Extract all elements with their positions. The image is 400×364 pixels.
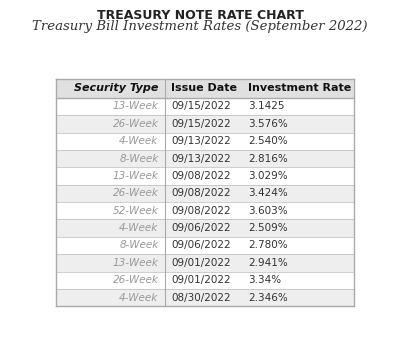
Text: 09/01/2022: 09/01/2022 xyxy=(171,275,230,285)
Text: 4-Week: 4-Week xyxy=(119,223,158,233)
Text: 2.780%: 2.780% xyxy=(248,241,288,250)
Text: 09/01/2022: 09/01/2022 xyxy=(171,258,230,268)
Text: 09/08/2022: 09/08/2022 xyxy=(171,171,230,181)
Text: 8-Week: 8-Week xyxy=(119,154,158,163)
Text: 8-Week: 8-Week xyxy=(119,241,158,250)
Text: 2.540%: 2.540% xyxy=(248,136,288,146)
Text: 13-Week: 13-Week xyxy=(113,102,158,111)
Text: 2.816%: 2.816% xyxy=(248,154,288,163)
Text: 4-Week: 4-Week xyxy=(119,136,158,146)
Bar xyxy=(56,150,354,167)
Bar xyxy=(56,219,354,237)
Text: TREASURY NOTE RATE CHART: TREASURY NOTE RATE CHART xyxy=(96,9,304,22)
Text: 09/13/2022: 09/13/2022 xyxy=(171,154,231,163)
Bar xyxy=(56,289,354,306)
Bar xyxy=(56,185,354,202)
Bar xyxy=(56,202,354,219)
Text: 09/15/2022: 09/15/2022 xyxy=(171,119,231,129)
Text: Security Type: Security Type xyxy=(74,83,158,93)
Text: 3.603%: 3.603% xyxy=(248,206,288,216)
Text: 4-Week: 4-Week xyxy=(119,293,158,302)
Text: 13-Week: 13-Week xyxy=(113,258,158,268)
Text: Issue Date: Issue Date xyxy=(171,83,237,93)
Text: 3.029%: 3.029% xyxy=(248,171,288,181)
Text: Investment Rate: Investment Rate xyxy=(248,83,352,93)
Text: 09/15/2022: 09/15/2022 xyxy=(171,102,231,111)
Text: 3.424%: 3.424% xyxy=(248,188,288,198)
Text: 3.576%: 3.576% xyxy=(248,119,288,129)
Text: 2.941%: 2.941% xyxy=(248,258,288,268)
Text: Treasury Bill Investment Rates (September 2022): Treasury Bill Investment Rates (Septembe… xyxy=(32,20,368,33)
Text: 3.1425: 3.1425 xyxy=(248,102,285,111)
Text: 09/06/2022: 09/06/2022 xyxy=(171,223,230,233)
Text: 2.509%: 2.509% xyxy=(248,223,288,233)
Bar xyxy=(56,132,354,150)
Bar xyxy=(56,237,354,254)
Bar xyxy=(56,98,354,115)
Text: 52-Week: 52-Week xyxy=(113,206,158,216)
Text: 26-Week: 26-Week xyxy=(113,275,158,285)
Text: 3.34%: 3.34% xyxy=(248,275,282,285)
Bar xyxy=(56,167,354,185)
Text: 09/13/2022: 09/13/2022 xyxy=(171,136,231,146)
Text: 2.346%: 2.346% xyxy=(248,293,288,302)
Bar xyxy=(56,272,354,289)
Bar xyxy=(56,254,354,272)
Text: 09/08/2022: 09/08/2022 xyxy=(171,188,230,198)
Bar xyxy=(56,115,354,132)
Text: 09/06/2022: 09/06/2022 xyxy=(171,241,230,250)
Text: 09/08/2022: 09/08/2022 xyxy=(171,206,230,216)
Text: 26-Week: 26-Week xyxy=(113,188,158,198)
Text: 13-Week: 13-Week xyxy=(113,171,158,181)
Text: 08/30/2022: 08/30/2022 xyxy=(171,293,230,302)
Bar xyxy=(56,79,354,98)
Text: 26-Week: 26-Week xyxy=(113,119,158,129)
